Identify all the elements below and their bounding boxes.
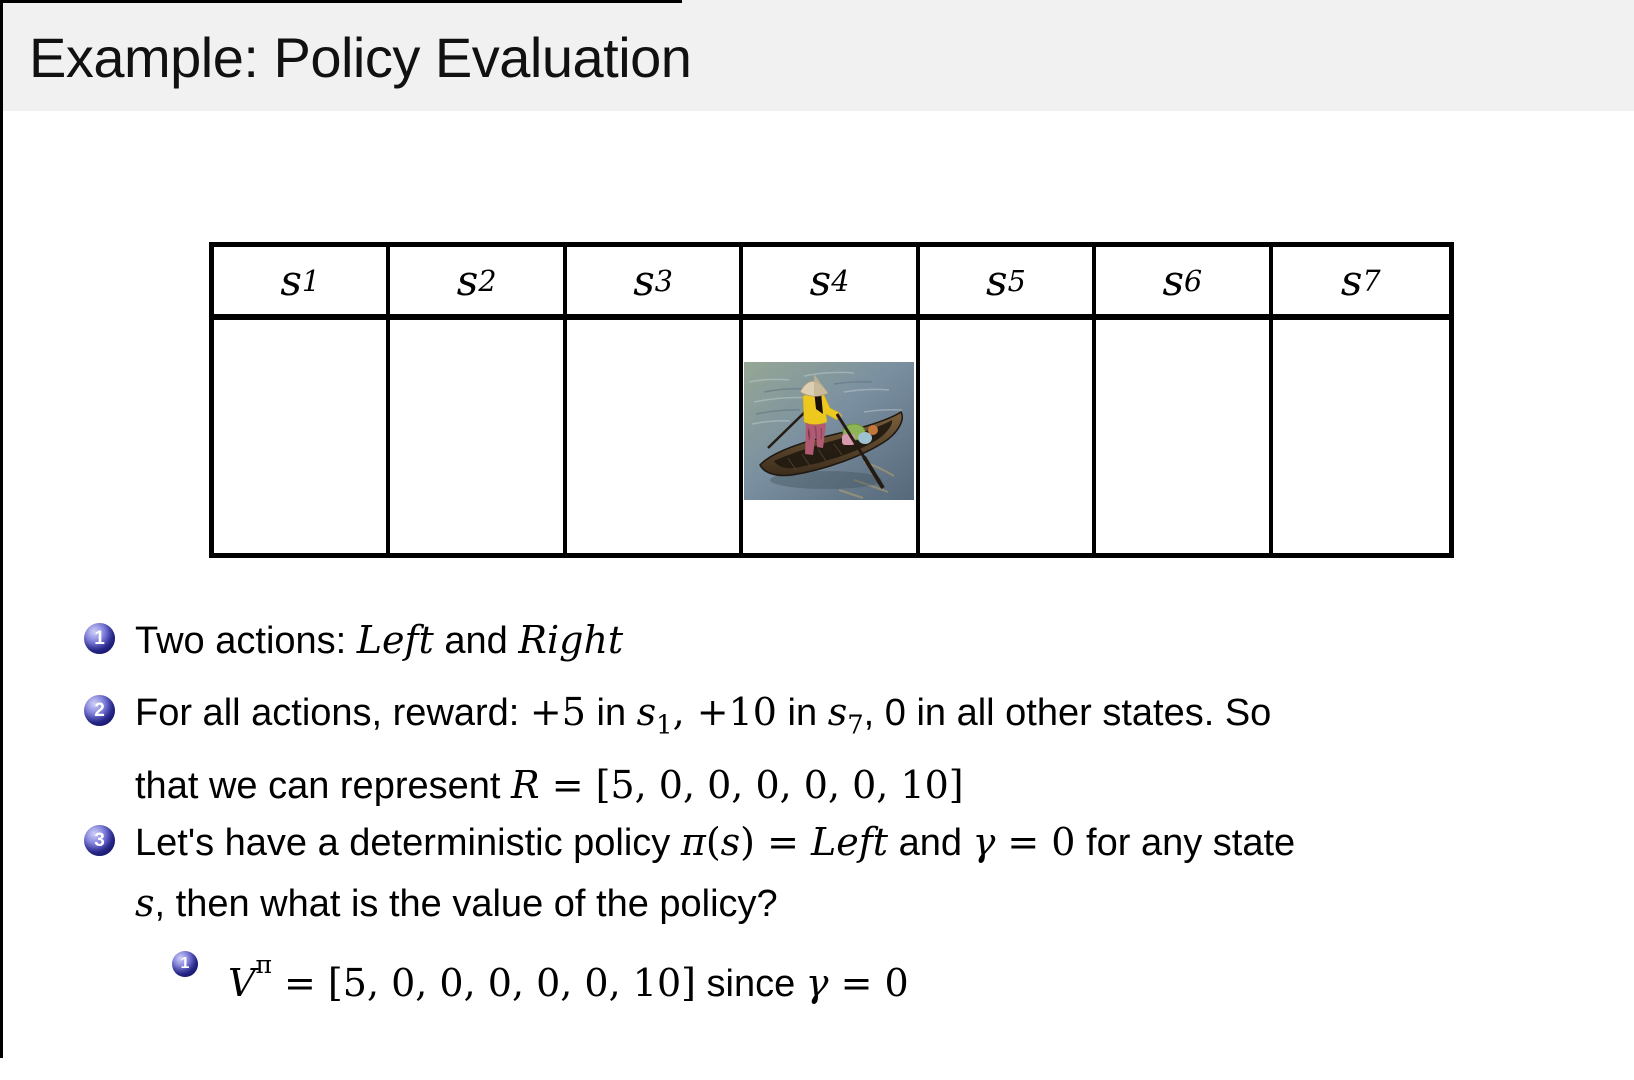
title-bar: Example: Policy Evaluation — [0, 0, 1634, 111]
body-cell-s4 — [743, 320, 920, 553]
body-cell-s1 — [214, 320, 391, 553]
sub-bullet-ball-1: 1 — [172, 951, 198, 977]
body-cell-s2 — [390, 320, 567, 553]
bullet-line: Let's have a deterministic policy π(s) =… — [135, 820, 1296, 864]
bullet-line: Two actions: Left and Right — [135, 618, 624, 662]
bullet-item-3: 3 Let's have a deterministic policy π(s)… — [84, 812, 1295, 934]
bullet-line: s, then what is the value of the policy? — [135, 881, 778, 925]
bullet-line: that we can represent R = [5, 0, 0, 0, 0… — [135, 763, 964, 808]
bullet-ball-2: 2 — [84, 695, 115, 726]
boat-photo-svg — [744, 362, 915, 500]
bullet-ball-3: 3 — [84, 825, 115, 856]
bullet-line: For all actions, reward: +5 in s1, +10 i… — [135, 690, 1272, 741]
bullet-item-1: 1 Two actions: Left and Right — [84, 610, 623, 671]
left-edge-line — [0, 0, 3, 1058]
page-title: Example: Policy Evaluation — [29, 26, 692, 89]
bullet-item-2: 2 For all actions, reward: +5 in s1, +10… — [84, 682, 1271, 816]
bullet-ball-1: 1 — [84, 623, 115, 654]
sub-bullet-item-1: 1 Vπ = [5, 0, 0, 0, 0, 0, 10] since γ = … — [172, 935, 909, 1014]
body-cell-s7 — [1273, 320, 1449, 553]
body-cell-s5 — [920, 320, 1097, 553]
top-edge-line — [0, 0, 682, 3]
body-cell-s6 — [1096, 320, 1273, 553]
boat-photo — [744, 362, 915, 500]
body-cell-s3 — [567, 320, 744, 553]
bullet-line: Vπ = [5, 0, 0, 0, 0, 0, 10] since γ = 0 — [228, 950, 909, 1005]
